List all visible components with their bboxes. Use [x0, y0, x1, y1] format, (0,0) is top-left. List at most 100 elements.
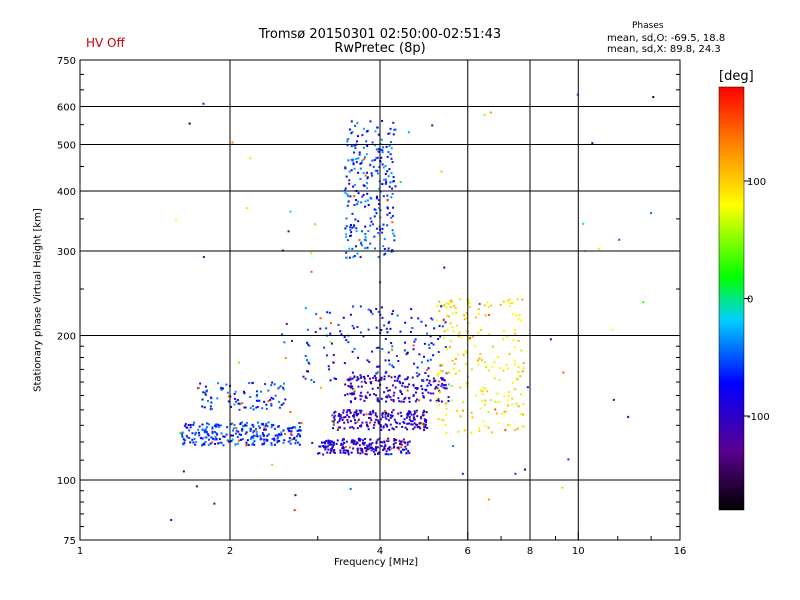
data-point	[381, 416, 384, 419]
data-point	[360, 385, 363, 388]
data-point	[430, 317, 433, 320]
data-point	[390, 250, 393, 253]
data-point	[445, 407, 448, 410]
data-point	[332, 441, 335, 444]
data-point	[470, 411, 473, 414]
data-point	[332, 361, 335, 364]
data-point	[416, 366, 419, 369]
data-point	[308, 362, 311, 365]
data-point	[372, 409, 375, 412]
data-point	[387, 375, 390, 378]
data-point	[360, 447, 363, 450]
data-point	[493, 377, 496, 380]
data-point	[496, 392, 499, 395]
data-point	[481, 359, 484, 362]
data-point	[428, 379, 431, 382]
data-point	[612, 398, 615, 401]
data-point	[319, 386, 322, 389]
data-point	[241, 429, 244, 432]
data-point	[210, 401, 213, 404]
data-point	[472, 335, 475, 338]
data-point	[331, 440, 334, 443]
data-point	[202, 442, 205, 445]
data-point	[379, 425, 382, 428]
data-point	[379, 190, 382, 193]
data-point	[239, 423, 242, 426]
data-point	[220, 441, 223, 444]
data-point	[391, 345, 394, 348]
data-point	[381, 119, 384, 122]
data-point	[448, 345, 451, 348]
colorbar-ticks: 100 0 -100	[744, 177, 770, 423]
hv-status: HV Off	[86, 36, 125, 50]
data-point	[486, 301, 489, 304]
phase-x-stats: mean, sd,X: 89.8, 24.3	[607, 44, 721, 55]
data-point	[507, 423, 510, 426]
data-point	[499, 367, 502, 370]
data-point	[431, 124, 434, 127]
data-point	[374, 169, 377, 172]
data-point	[412, 428, 415, 431]
data-point	[419, 427, 422, 430]
data-point	[237, 361, 240, 364]
data-point	[506, 299, 509, 302]
data-point	[514, 428, 517, 431]
data-point	[401, 384, 404, 387]
data-point	[378, 147, 381, 150]
data-point	[267, 433, 270, 436]
data-point	[226, 439, 229, 442]
data-point	[416, 388, 419, 391]
data-point	[199, 382, 202, 385]
data-point	[343, 427, 346, 430]
data-point	[407, 449, 410, 452]
y-tick-label: 300	[57, 247, 76, 258]
data-point	[371, 312, 374, 315]
data-point	[650, 212, 653, 215]
data-point	[389, 153, 392, 156]
data-point	[362, 335, 365, 338]
data-point	[327, 448, 330, 451]
data-point	[261, 423, 264, 426]
data-point	[349, 223, 352, 226]
data-point	[283, 341, 286, 344]
data-point	[343, 438, 346, 441]
data-point	[216, 423, 219, 426]
data-point	[423, 418, 426, 421]
data-point	[351, 377, 354, 380]
data-point	[262, 443, 265, 446]
data-point	[266, 425, 269, 428]
data-point	[432, 343, 435, 346]
data-point	[459, 298, 462, 301]
data-point	[192, 423, 195, 426]
data-point	[182, 470, 185, 473]
data-point	[344, 167, 347, 170]
data-point	[299, 429, 302, 432]
data-point	[381, 412, 384, 415]
data-point	[339, 414, 342, 417]
data-point	[345, 251, 348, 254]
data-point	[376, 397, 379, 400]
data-point	[576, 93, 579, 96]
data-point	[381, 413, 384, 416]
data-point	[356, 451, 359, 454]
data-point	[193, 437, 196, 440]
data-point	[393, 128, 396, 131]
data-point	[434, 379, 437, 382]
data-point	[452, 330, 455, 333]
data-point	[377, 133, 380, 136]
data-point	[423, 342, 426, 345]
data-point	[361, 159, 364, 162]
data-point	[328, 444, 331, 447]
data-point	[366, 177, 369, 180]
data-point	[394, 421, 397, 424]
data-point	[360, 424, 363, 427]
data-point	[415, 371, 418, 374]
data-point	[450, 340, 453, 343]
data-point	[467, 322, 470, 325]
data-point	[287, 440, 290, 443]
data-point	[202, 102, 205, 105]
data-point	[369, 224, 372, 227]
data-point	[404, 385, 407, 388]
data-point	[266, 439, 269, 442]
data-point	[388, 212, 391, 215]
